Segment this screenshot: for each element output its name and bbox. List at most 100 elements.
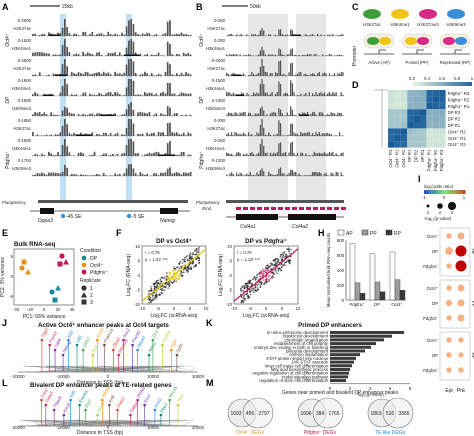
peak-call bbox=[299, 114, 310, 116]
go-term-label: fatty acid biosynthetic process bbox=[271, 367, 328, 372]
histone-mark-label: H3K27ac bbox=[363, 22, 382, 27]
scatter-point bbox=[161, 289, 163, 292]
signal-bar bbox=[281, 34, 283, 36]
dot-color-swatch bbox=[437, 190, 440, 194]
lollipop-gene-label: Zfp42 bbox=[111, 336, 122, 349]
heatmap-cell bbox=[420, 96, 427, 103]
lollipop-gene-label: Lin28a bbox=[160, 329, 171, 343]
scatter-annotation: ρ = 1.44⁻²¹⁵ bbox=[145, 257, 168, 262]
go-term-label: STAT protein import into nucleus bbox=[266, 356, 328, 361]
peak-tick bbox=[76, 419, 174, 427]
signal-bar bbox=[295, 74, 297, 76]
signal-bar bbox=[317, 153, 319, 156]
dotplot: APOct4⁺DPPdgfra⁺PPOct4⁺DPPdgfra⁺RPOct4⁺D… bbox=[423, 227, 474, 394]
lollipop-gene-label: Tdgf1 bbox=[40, 326, 50, 339]
dot bbox=[446, 337, 452, 343]
signal-bar bbox=[139, 111, 142, 116]
signal-bar bbox=[306, 53, 309, 56]
signal-bar bbox=[105, 55, 107, 56]
peak-tick bbox=[27, 419, 162, 427]
replicate-legend-title: Replicate bbox=[80, 278, 101, 284]
signal-bar bbox=[57, 151, 59, 156]
signal-bar bbox=[288, 172, 290, 176]
scatter-point bbox=[250, 282, 252, 285]
lollipop-head bbox=[147, 353, 151, 357]
signal-bar bbox=[337, 154, 339, 156]
signal-bar bbox=[48, 151, 50, 156]
signal-bar bbox=[176, 172, 178, 176]
signal-bar bbox=[332, 74, 334, 76]
scatter-ytick: 10 bbox=[135, 244, 140, 249]
signal-bar bbox=[182, 132, 185, 136]
signal-bar bbox=[247, 112, 250, 116]
scatter-xtick: -10 bbox=[231, 306, 238, 311]
venn-left-count: 1696 bbox=[300, 411, 311, 417]
signal-bar bbox=[153, 152, 155, 156]
signal-bar bbox=[322, 153, 324, 156]
signal-bar bbox=[64, 19, 66, 36]
heatmap-cell bbox=[394, 128, 401, 135]
signal-bar bbox=[342, 55, 344, 56]
pca-xtick: 20 bbox=[56, 307, 61, 312]
signal-bar bbox=[239, 54, 241, 56]
signal-bar bbox=[290, 169, 292, 176]
scatter-point bbox=[148, 297, 151, 300]
signal-bar bbox=[169, 82, 171, 96]
go-term-label: negative regulation of cell differentiat… bbox=[252, 371, 328, 376]
signal-bar bbox=[259, 84, 261, 96]
signal-bar bbox=[134, 153, 137, 156]
signal-bar bbox=[130, 102, 132, 116]
dot-color-swatch bbox=[463, 190, 466, 194]
signal-bar bbox=[166, 123, 169, 136]
scatter-ytick: 5 bbox=[230, 259, 233, 264]
scatter-point bbox=[159, 283, 161, 286]
scatter-ytick: -5 bbox=[228, 288, 232, 293]
signal-bar bbox=[176, 132, 178, 136]
signal-bar bbox=[189, 133, 192, 136]
signal-bar bbox=[61, 64, 64, 76]
dot-size-tick: 1 bbox=[427, 210, 430, 215]
go-bar bbox=[330, 342, 376, 346]
bar-legend: AP PP RP bbox=[337, 229, 402, 237]
signal-bar bbox=[89, 53, 91, 56]
scatter-point bbox=[276, 272, 279, 275]
signal-bar bbox=[80, 115, 82, 116]
panel-j: J Active Oct4⁺ enhancer peaks at Oct4 ta… bbox=[2, 318, 205, 386]
legend-swatch bbox=[448, 82, 451, 86]
lollipop-gene-label: Tfap2c bbox=[52, 394, 63, 409]
heatmap-col-label: Oct4⁺ R2 bbox=[401, 149, 406, 168]
signal-bar bbox=[231, 94, 233, 96]
scatter-point bbox=[180, 270, 182, 272]
legend-swatch bbox=[466, 82, 469, 86]
scatter-point bbox=[276, 262, 278, 265]
signal-bar bbox=[70, 72, 73, 76]
signal-bar bbox=[128, 104, 130, 116]
signal-bar bbox=[64, 106, 66, 116]
scatter-point bbox=[258, 272, 261, 275]
heatmap-cell bbox=[426, 134, 433, 142]
signal-bar bbox=[185, 72, 187, 76]
signal-bar bbox=[130, 164, 132, 176]
signal-bar bbox=[305, 55, 307, 56]
scatter-point bbox=[158, 294, 161, 296]
signal-bar bbox=[102, 71, 105, 76]
lollipop-gene-label: Nr0b1 bbox=[147, 340, 157, 353]
signal-bar bbox=[291, 169, 294, 176]
signal-bar bbox=[68, 75, 71, 76]
lollipop-l-xlabel: Distance to TSS (bp) bbox=[77, 430, 124, 436]
signal-bar bbox=[73, 132, 75, 136]
signal-bar bbox=[182, 172, 185, 176]
signal-bar bbox=[189, 34, 192, 36]
lollipop-head bbox=[40, 338, 44, 342]
heatmap-cell bbox=[413, 90, 420, 97]
lollipop-gene-label: Fgf4 bbox=[169, 338, 178, 348]
heatmap-cell bbox=[400, 122, 408, 129]
scatter-point bbox=[289, 261, 291, 264]
lollipop-head bbox=[168, 398, 172, 402]
signal-bar bbox=[59, 132, 62, 136]
lollipop-gene-label: Klf2 bbox=[66, 329, 74, 338]
signal-bar bbox=[86, 72, 89, 76]
signal-bar bbox=[173, 75, 176, 76]
signal-bar bbox=[93, 55, 96, 56]
